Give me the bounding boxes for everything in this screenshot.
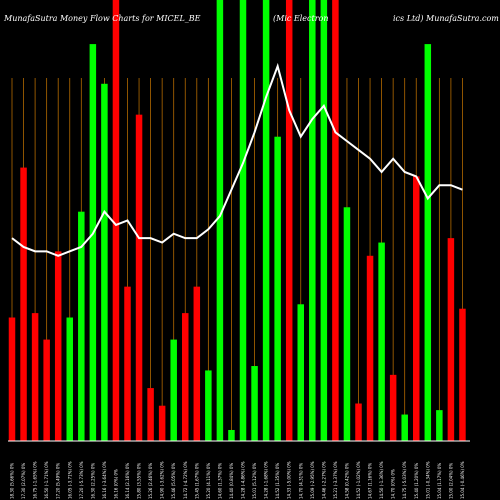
x-tick-label: 16.16 (0%) 0% xyxy=(113,469,118,499)
x-tick-label: 14.40 (0.84%) 0% xyxy=(229,463,234,499)
flow-bar xyxy=(285,0,293,441)
flow-bar xyxy=(182,313,189,441)
flow-bar xyxy=(20,167,27,441)
flow-bar xyxy=(413,176,420,441)
x-tick-label: 15.09 (-2.95%) 0% xyxy=(310,461,315,499)
x-tick-label: 14.52 (1.35%) 0% xyxy=(275,463,280,499)
x-tick-label: 14.67 (1.16%) 0% xyxy=(368,463,373,499)
x-tick-label: 15.01 (5.12%) 0% xyxy=(252,463,257,499)
x-tick-label: 18.30 (5.66%) 0% xyxy=(10,463,15,499)
flow-bar xyxy=(205,370,212,441)
x-tick-label: 14.70 (0%) 0% xyxy=(391,469,396,499)
x-tick-label: 14.90 (-3.62%) 0% xyxy=(160,461,165,499)
x-tick-label: 16.50 (-1.71%) 0% xyxy=(44,461,49,499)
x-tick-label: 16.30 (2.25%) 0% xyxy=(90,463,95,499)
flow-bar xyxy=(251,366,258,441)
flow-bar xyxy=(216,0,224,441)
flow-bar xyxy=(54,251,62,441)
x-tick-label: 15.20 (4.11%) 0% xyxy=(206,463,211,499)
x-tick-label: 14.28 (-1.68%) 0% xyxy=(264,461,269,499)
flow-bar xyxy=(239,0,247,441)
x-tick-label: 15.01 (-0.34%) 0% xyxy=(425,461,430,499)
x-tick-label: 14.60 (1.37%) 0% xyxy=(217,463,222,499)
x-tick-label: 17.20 (5.49%) 0% xyxy=(56,463,61,499)
flow-bar xyxy=(297,304,304,441)
flow-bar xyxy=(78,211,85,441)
x-tick-label: 14.70 (4.31%) 0% xyxy=(298,463,303,499)
flow-bar xyxy=(135,114,143,441)
x-tick-label: 15.40 (1.20%) 0% xyxy=(414,463,419,499)
chart-subtitle-left: (Mic Electron xyxy=(273,14,329,23)
flow-bar xyxy=(332,0,339,441)
flow-bar xyxy=(424,44,432,441)
flow-bar xyxy=(355,403,362,441)
flow-bar xyxy=(320,0,328,441)
x-tick-label: 15.00 (2.04%) 0% xyxy=(448,463,453,499)
money-flow-trend-line xyxy=(11,62,463,257)
flow-bar xyxy=(459,308,466,441)
flow-bar xyxy=(389,374,397,441)
x-tick-label: 15.21 (-3.37%) 0% xyxy=(333,461,338,499)
flow-bar xyxy=(124,286,131,441)
x-tick-label: 14.75 (-5.03%) 0% xyxy=(402,461,407,499)
x-tick-label: 16.05 (-3.71%) 0% xyxy=(67,461,72,499)
flow-bar xyxy=(89,44,97,441)
flow-bar xyxy=(228,429,235,442)
x-tick-label: 14.72 (-4.72%) 0% xyxy=(183,461,188,499)
money-flow-bars xyxy=(8,0,466,442)
chart-title: MunafaSutra Money Flow Charts for MICEL_… xyxy=(3,14,201,23)
x-tick-label: 15.46 (5.05%) 0% xyxy=(171,463,176,499)
flow-bar xyxy=(447,238,455,441)
flow-bar xyxy=(378,242,385,441)
flow-bar xyxy=(274,136,281,441)
flow-bar xyxy=(101,83,108,441)
flow-bar xyxy=(262,0,270,441)
x-tick-label: 17.20 (-5.73%) 0% xyxy=(79,461,84,499)
x-tick-label: 15.04 (1.17%) 0% xyxy=(437,463,442,499)
x-tick-label: 15.45 (1.67%) 0% xyxy=(194,463,199,499)
x-tick-label: 14.28 (-4.86%) 0% xyxy=(241,461,246,499)
x-tick-labels: 18.30 (5.66%) 0% 17.30 (2.07%) 0% 16.75 (-… xyxy=(10,461,465,499)
flow-bar xyxy=(309,0,316,441)
flow-bar xyxy=(343,207,351,441)
x-tick-label: 17.30 (2.07%) 0% xyxy=(21,463,26,499)
x-tick-label: 14.50 (-1.36%) 0% xyxy=(379,461,384,499)
chart-subtitle-right: ics Ltd) MunafaSutra.com xyxy=(393,14,499,23)
x-tick-label: 16.16 (-3.64%) 0% xyxy=(102,461,107,499)
x-tick-label: 14.46 (-2.27%) 0% xyxy=(321,461,326,499)
flow-bar xyxy=(147,388,154,441)
flow-bar xyxy=(436,410,443,441)
flow-bar xyxy=(158,405,166,441)
flow-bar xyxy=(401,414,408,441)
x-tick-label: 15.04 (-0.46%) 0% xyxy=(460,461,465,499)
flow-bar xyxy=(66,317,73,441)
flow-bar xyxy=(193,286,201,441)
flow-bar xyxy=(8,317,16,441)
flow-bar xyxy=(112,0,120,441)
flow-bar xyxy=(366,255,374,441)
x-tick-label: 14.58 (0.42%) 0% xyxy=(344,463,349,499)
x-tick-label: 14.33 (-5.00%) 0% xyxy=(287,461,292,499)
x-tick-label: 15.80 (3.55%) 0% xyxy=(137,463,142,499)
x-tick-label: 16.75 (-1.65%) 0% xyxy=(33,461,38,499)
x-tick-label: 15.26 (2.46%) 0% xyxy=(148,463,153,499)
flow-bar xyxy=(170,339,177,441)
x-tick-label: 14.52 (-1.02%) 0% xyxy=(356,461,361,499)
flow-bar xyxy=(31,313,39,441)
flow-bar xyxy=(43,339,50,441)
x-tick-label: 16.14 (2.16%) 0% xyxy=(125,463,130,499)
